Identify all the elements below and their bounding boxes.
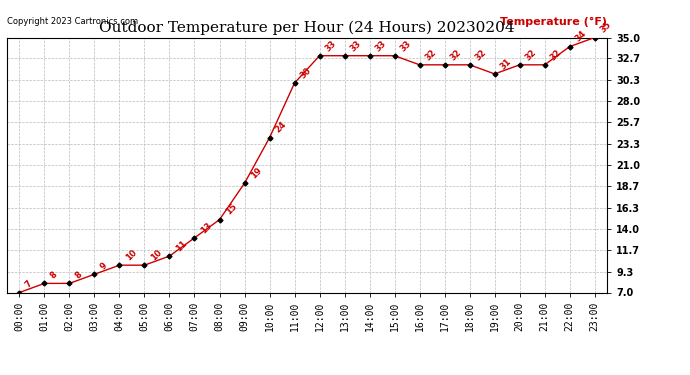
Text: 32: 32 [524,48,538,62]
Text: 32: 32 [424,48,438,62]
Text: 7: 7 [23,279,34,290]
Text: 8: 8 [48,270,59,280]
Text: 10: 10 [148,248,164,262]
Text: 8: 8 [74,270,84,280]
Text: 10: 10 [124,248,138,262]
Text: 34: 34 [574,29,589,44]
Text: 32: 32 [474,48,489,62]
Text: 32: 32 [549,48,564,62]
Text: 30: 30 [299,66,313,80]
Text: 19: 19 [248,166,264,180]
Text: 33: 33 [348,39,363,53]
Text: Temperature (°F): Temperature (°F) [500,17,607,27]
Text: Copyright 2023 Cartronics.com: Copyright 2023 Cartronics.com [7,17,138,26]
Text: 33: 33 [399,39,413,53]
Title: Outdoor Temperature per Hour (24 Hours) 20230204: Outdoor Temperature per Hour (24 Hours) … [99,21,515,35]
Text: 11: 11 [174,238,188,253]
Text: 31: 31 [499,57,513,71]
Text: 9: 9 [99,261,109,272]
Text: 32: 32 [448,48,464,62]
Text: 33: 33 [374,39,388,53]
Text: 33: 33 [324,39,338,53]
Text: 24: 24 [274,120,288,135]
Text: 35: 35 [599,20,613,35]
Text: 13: 13 [199,220,213,235]
Text: 15: 15 [224,202,238,217]
